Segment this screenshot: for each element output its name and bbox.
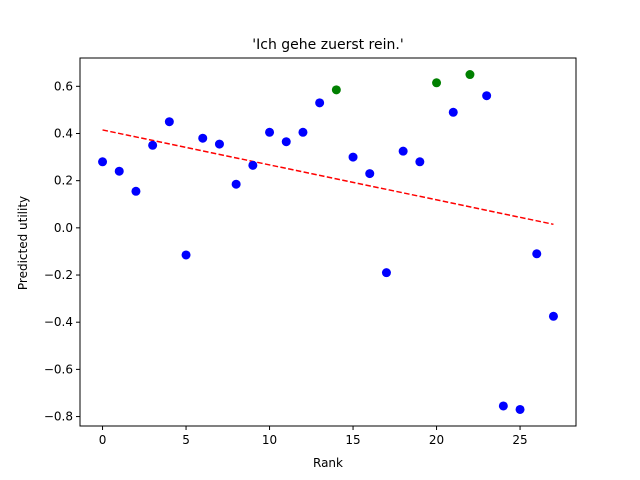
x-tick-label: 25: [512, 433, 527, 447]
x-tick-label: 5: [182, 433, 190, 447]
y-tick-label: −0.8: [44, 410, 73, 424]
x-tick-label: 10: [262, 433, 277, 447]
data-point: [114, 166, 124, 176]
data-point: [281, 137, 291, 147]
data-point: [198, 133, 208, 143]
data-point: [298, 127, 308, 137]
data-point: [164, 117, 174, 127]
plot-area: [79, 57, 577, 427]
chart-title: 'Ich gehe zuerst rein.': [252, 37, 403, 53]
data-point: [548, 311, 558, 321]
data-point: [181, 250, 191, 260]
y-tick-label: 0.2: [54, 174, 73, 188]
data-point: [248, 160, 258, 170]
y-tick-label: 0.0: [54, 221, 73, 235]
data-point: [482, 91, 492, 101]
data-point: [348, 152, 358, 162]
y-axis-label: Predicted utility: [16, 196, 30, 290]
data-point: [265, 127, 275, 137]
y-tick-label: 0.4: [54, 126, 73, 140]
data-point: [148, 140, 158, 150]
data-point: [131, 186, 141, 196]
y-tick-label: −0.2: [44, 268, 73, 282]
data-point: [448, 107, 458, 117]
y-tick-label: −0.6: [44, 362, 73, 376]
x-tick-label: 20: [429, 433, 444, 447]
highlight-point: [331, 85, 341, 95]
x-tick-label: 0: [99, 433, 107, 447]
data-point: [415, 157, 425, 167]
axes-frame: [79, 57, 577, 427]
data-point: [532, 249, 542, 259]
data-point: [498, 401, 508, 411]
y-tick-label: 0.6: [54, 79, 73, 93]
data-point: [365, 169, 375, 179]
data-point: [315, 98, 325, 108]
y-tick-label: −0.4: [44, 315, 73, 329]
highlight-point: [465, 70, 475, 80]
x-tick-label: 15: [345, 433, 360, 447]
axis-ticks: 0 5 10 15 20 25 −0.8 −0.6 −0.4 −0.2 0.0 0.2 0.4 0.6: [44, 79, 528, 447]
x-axis-label: Rank: [313, 456, 343, 470]
data-point: [381, 268, 391, 278]
data-point: [398, 146, 408, 156]
data-point: [98, 157, 108, 167]
data-point: [231, 179, 241, 189]
highlight-point: [432, 78, 442, 88]
trend-line: [102, 129, 554, 226]
data-point: [515, 404, 525, 414]
data-point: [214, 139, 224, 149]
